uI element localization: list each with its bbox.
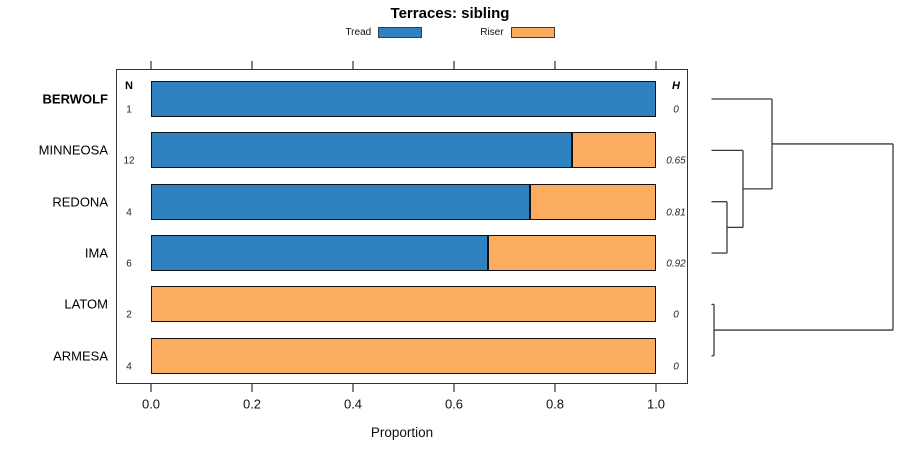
bar-row-latom <box>151 286 656 323</box>
h-value: 0 <box>673 361 679 373</box>
plot-area-frame <box>116 69 688 384</box>
bar-row-armesa <box>151 337 656 374</box>
y-axis-label-ima: IMA <box>84 245 108 261</box>
bar-segment-tread <box>151 235 488 272</box>
chart-title: Terraces: sibling <box>390 5 510 22</box>
bar-segment-riser <box>487 235 656 272</box>
legend-item-riser: Riser <box>480 27 555 38</box>
bar-row-berwolf <box>151 81 656 117</box>
legend-swatch-riser <box>510 27 555 38</box>
y-axis-label-armesa: ARMESA <box>53 348 108 364</box>
h-value: 0.81 <box>666 207 686 219</box>
bar-segment-tread <box>151 81 656 117</box>
x-tick-label: 0.0 <box>141 396 161 412</box>
bar-row-minneosa <box>151 132 656 169</box>
legend-swatch-tread <box>378 27 423 38</box>
bar-segment-riser <box>529 183 656 220</box>
x-axis-label: Proportion <box>370 425 434 440</box>
legend-item-tread: Tread <box>345 27 423 38</box>
y-axis-label-redona: REDONA <box>52 194 108 210</box>
n-value: 1 <box>126 104 132 116</box>
h-value: 0 <box>673 104 679 116</box>
legend-label-riser: Riser <box>480 27 504 38</box>
x-tick-label: 0.2 <box>242 396 262 412</box>
y-axis-label-minneosa: MINNEOSA <box>38 142 108 158</box>
bar-segment-riser <box>571 132 656 169</box>
bar-segment-riser <box>151 337 656 374</box>
h-value: 0 <box>673 309 679 321</box>
n-value: 6 <box>126 258 132 270</box>
x-tick-label: 1.0 <box>646 396 666 412</box>
h-value: 0.65 <box>666 155 686 167</box>
bar-row-ima <box>151 235 656 272</box>
x-tick-label: 0.4 <box>343 396 363 412</box>
n-column-header: N <box>125 80 133 92</box>
bar-segment-tread <box>151 183 530 220</box>
bar-segment-tread <box>151 132 572 169</box>
y-axis-label-berwolf: BERWOLF <box>42 91 108 107</box>
h-value: 0.92 <box>666 258 686 270</box>
x-tick-label: 0.6 <box>444 396 464 412</box>
y-axis-label-latom: LATOM <box>64 296 108 312</box>
legend: Tread Riser <box>0 27 900 38</box>
n-value: 12 <box>123 155 135 167</box>
bar-segment-riser <box>151 286 656 323</box>
n-value: 4 <box>126 207 132 219</box>
n-value: 4 <box>126 361 132 373</box>
bar-row-redona <box>151 183 656 220</box>
x-tick-label: 0.8 <box>545 396 565 412</box>
h-column-header: H <box>672 80 680 92</box>
n-value: 2 <box>126 309 132 321</box>
legend-label-tread: Tread <box>345 27 372 38</box>
